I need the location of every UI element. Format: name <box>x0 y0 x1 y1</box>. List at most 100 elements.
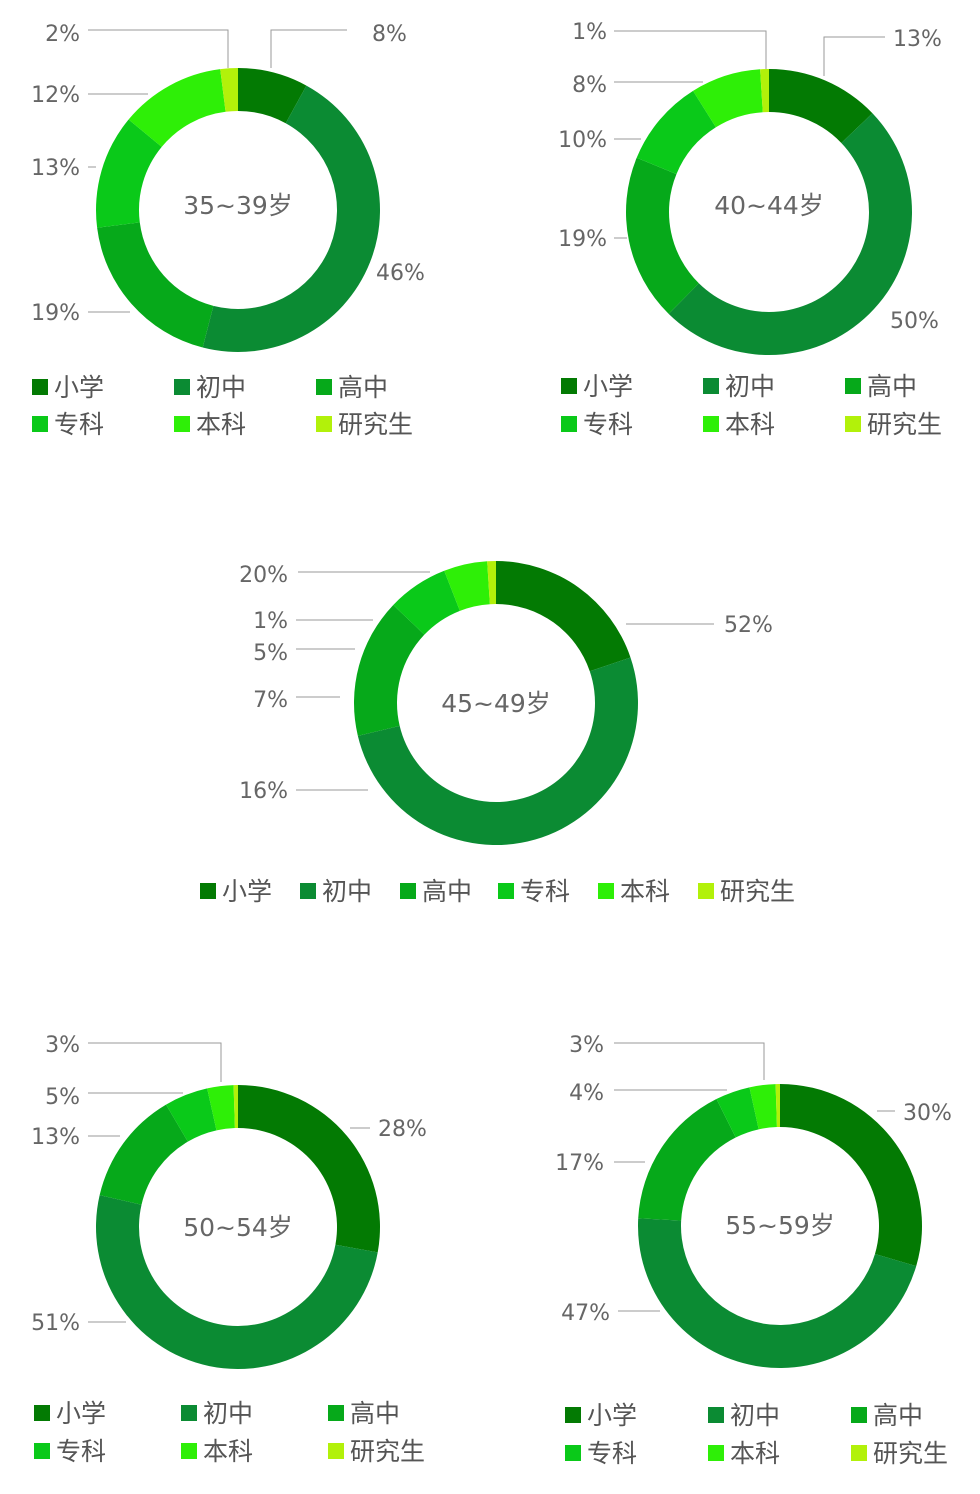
data-label: 5% <box>45 1085 80 1110</box>
leader-line <box>823 36 885 76</box>
legend: 小学初中高中专科本科研究生 <box>200 877 795 906</box>
donut-chart-3: 45~49岁 20% 52% 16% 7% 5% 1% 小学 初中 高中 专科 本科 研究生 <box>200 561 795 906</box>
data-label: 1% <box>572 20 607 45</box>
legend-label: 小学 <box>587 1401 637 1430</box>
legend-swatch <box>32 416 48 432</box>
slice-初中 <box>357 657 639 846</box>
slice-高中 <box>99 1104 188 1205</box>
legend-swatch <box>316 416 332 432</box>
legend-swatch <box>703 416 719 432</box>
slice-初中 <box>95 1195 378 1370</box>
data-label: 13% <box>31 1125 80 1150</box>
slice-研究生 <box>220 68 238 112</box>
slice-专科 <box>636 90 716 175</box>
center-label: 40~44岁 <box>714 191 824 220</box>
legend-label: 高中 <box>873 1401 923 1430</box>
slice-高中 <box>354 604 425 736</box>
legend: 小学初中高中专科本科研究生 <box>565 1401 948 1468</box>
slice-专科 <box>393 570 460 635</box>
data-label: 12% <box>31 83 80 108</box>
legend-label: 专科 <box>587 1439 637 1468</box>
legend-label: 本科 <box>203 1437 253 1466</box>
legend-swatch <box>181 1443 197 1459</box>
legend-label: 研究生 <box>873 1439 948 1468</box>
slice-本科 <box>207 1085 235 1131</box>
legend-label: 高中 <box>867 372 917 401</box>
data-label: 3% <box>45 1033 80 1058</box>
slice-本科 <box>128 69 226 147</box>
data-label: 10% <box>558 128 607 153</box>
legend-swatch <box>316 379 332 395</box>
data-label: 52% <box>724 613 773 638</box>
legend-swatch <box>708 1445 724 1461</box>
legend-swatch <box>845 378 861 394</box>
data-label: 19% <box>31 301 80 326</box>
legend-label: 高中 <box>350 1399 400 1428</box>
data-label: 20% <box>239 563 288 588</box>
data-label: 30% <box>903 1101 952 1126</box>
legend-swatch <box>300 883 316 899</box>
center-label: 50~54岁 <box>183 1213 293 1242</box>
slice-小学 <box>769 69 873 143</box>
center-label: 45~49岁 <box>441 689 551 718</box>
legend-swatch <box>703 378 719 394</box>
data-label: 19% <box>558 227 607 252</box>
legend: 小学初中高中专科本科研究生 <box>32 373 413 439</box>
legend-swatch <box>200 883 216 899</box>
slice-本科 <box>693 69 763 128</box>
legend-swatch <box>565 1445 581 1461</box>
slice-研究生 <box>233 1085 238 1129</box>
data-label: 13% <box>31 156 80 181</box>
data-label: 8% <box>572 73 607 98</box>
slice-小学 <box>780 1084 923 1267</box>
data-label: 3% <box>569 1033 604 1058</box>
legend-label: 研究生 <box>338 410 413 439</box>
slice-专科 <box>716 1087 759 1138</box>
slice-研究生 <box>760 69 769 113</box>
legend-swatch <box>181 1405 197 1421</box>
legend-label: 本科 <box>620 877 670 906</box>
legend-swatch <box>851 1407 867 1423</box>
data-label: 46% <box>376 261 425 286</box>
slice-高中 <box>638 1099 736 1221</box>
legend-swatch <box>845 416 861 432</box>
legend-swatch <box>400 883 416 899</box>
legend-swatch <box>328 1443 344 1459</box>
slice-专科 <box>166 1088 217 1142</box>
legend-swatch <box>561 416 577 432</box>
data-label: 13% <box>893 27 942 52</box>
legend-swatch <box>698 883 714 899</box>
slice-初中 <box>637 1218 917 1368</box>
leader-line <box>88 29 229 68</box>
legend-label: 高中 <box>422 877 472 906</box>
legend-label: 初中 <box>196 373 246 402</box>
legend: 小学初中高中专科本科研究生 <box>34 1399 425 1466</box>
slice-专科 <box>96 119 162 228</box>
legend-label: 专科 <box>56 1437 106 1466</box>
legend-label: 专科 <box>54 410 104 439</box>
slice-初中 <box>668 113 913 356</box>
slice-高中 <box>97 222 214 348</box>
data-label: 47% <box>561 1301 610 1326</box>
legend-label: 研究生 <box>350 1437 425 1466</box>
legend-swatch <box>34 1443 50 1459</box>
legend-label: 小学 <box>222 877 272 906</box>
center-label: 55~59岁 <box>725 1211 835 1240</box>
center-label: 35~39岁 <box>183 191 293 220</box>
legend-label: 研究生 <box>867 410 942 439</box>
legend-label: 小学 <box>583 372 633 401</box>
legend-label: 专科 <box>583 410 633 439</box>
data-label: 1% <box>253 609 288 634</box>
legend-label: 初中 <box>203 1399 253 1428</box>
data-label: 2% <box>45 22 80 47</box>
legend-swatch <box>598 883 614 899</box>
slice-本科 <box>749 1084 777 1130</box>
slice-研究生 <box>487 561 496 605</box>
legend-swatch <box>32 379 48 395</box>
legend-label: 初中 <box>322 877 372 906</box>
data-label: 5% <box>253 641 288 666</box>
